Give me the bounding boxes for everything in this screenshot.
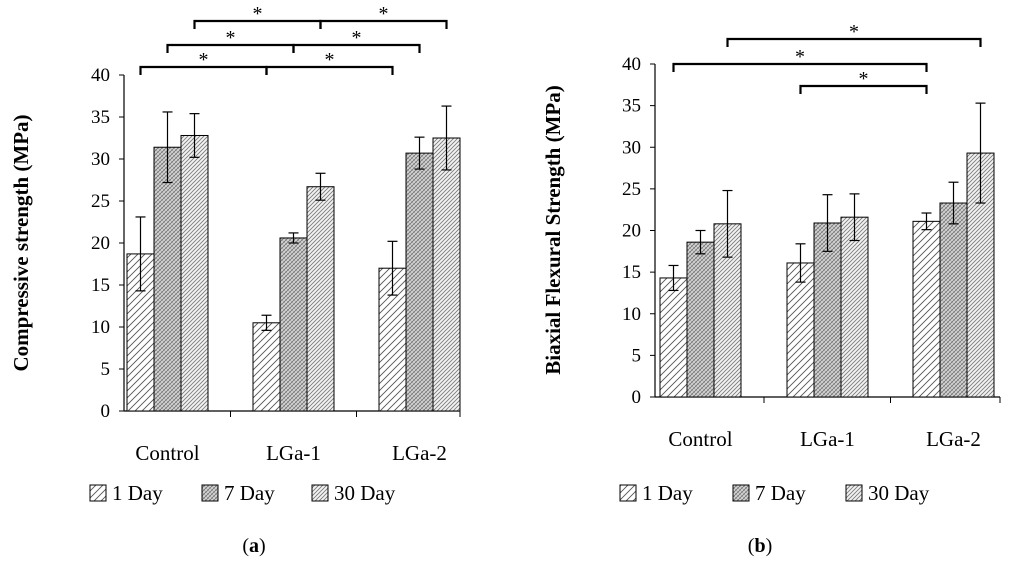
- panel-a-significance-star: *: [379, 3, 389, 25]
- panel-a-significance-bracket: [265, 65, 394, 75]
- panel-a-bar-lga-1-30-day: [306, 186, 335, 412]
- panel-a-y-tick-label: 35: [91, 107, 110, 128]
- panel-a-caption: (a): [242, 535, 265, 557]
- panel-b-legend-label: 30 Day: [868, 481, 930, 505]
- panel-b-significance-bracket: [726, 37, 982, 47]
- panel-a-significance-bracket: [292, 43, 421, 53]
- panel-a-category-label: Control: [135, 441, 199, 465]
- panel-a-legend-swatch: [201, 484, 219, 502]
- panel-b-significance-star: *: [795, 46, 805, 68]
- panel-b-y-tick-label: 5: [632, 345, 642, 366]
- panel-a-bars: [126, 105, 461, 412]
- panel-a-significance: * * * * * *: [139, 3, 448, 75]
- panel-a-y-tick-label: 20: [91, 233, 110, 254]
- panel-b-bars: [659, 102, 995, 398]
- panel-a-bar-lga-1-1-day: [252, 322, 281, 412]
- panel-b-significance-bracket: [799, 84, 928, 94]
- panel-b-bar-control-7-day: [686, 241, 715, 398]
- panel-a-letter: a: [249, 535, 259, 557]
- panel-a-axes: 0 5 10 15 20 25 30 35 40 Control LGa-1 LGa-2: [91, 65, 461, 465]
- panel-a-y-tick-label: 10: [91, 317, 110, 338]
- panel-a-significance-bracket: [319, 19, 448, 29]
- panel-b-legend: 1 Day 7 Day 30 Day: [619, 481, 930, 505]
- panel-b-legend-label: 1 Day: [642, 481, 693, 505]
- panel-a-chart: Compressive strength (MPa) 0 5 10 15 20 25 30 3…: [9, 3, 461, 557]
- panel-a-y-axis-label: Compressive strength (MPa): [9, 114, 33, 371]
- panel-b-letter: b: [754, 535, 765, 557]
- panel-b-bar-lga-1-7-day: [813, 222, 842, 398]
- panel-a-bar-lga-2-7-day: [405, 152, 434, 412]
- panel-b-y-tick-label: 10: [622, 304, 641, 325]
- panel-b-chart: Biaxial Flexural Strength (MPa) 0 5 10 15 20…: [541, 21, 1001, 557]
- panel-b-legend-swatch: [845, 484, 863, 502]
- panel-a-significance-star: *: [226, 27, 236, 49]
- panel-a-y-tick-label: 15: [91, 275, 110, 296]
- panel-b-legend-label: 7 Day: [755, 481, 806, 505]
- panel-a-bar-lga-2-30-day: [432, 137, 461, 412]
- panel-a-y-tick-label: 25: [91, 191, 110, 212]
- panel-a-y-tick-label: 40: [91, 65, 110, 86]
- panel-b-bar-lga-2-7-day: [939, 202, 968, 398]
- panel-b-significance-star: *: [859, 68, 869, 90]
- panel-b-significance-star: *: [849, 21, 859, 43]
- panel-b-significance-bracket: [672, 62, 928, 72]
- panel-a-category-label: LGa-1: [266, 441, 321, 465]
- panel-b-axes: 0 5 10 15 20 25 30 35 40 Control LGa-1 LGa-2: [622, 54, 1001, 451]
- panel-a-significance-star: *: [325, 49, 335, 71]
- panel-a-significance-star: *: [352, 27, 362, 49]
- panel-b-legend-swatch: [732, 484, 750, 502]
- panel-a-legend-label: 1 Day: [112, 481, 163, 505]
- panel-b-y-tick-label: 0: [632, 387, 642, 408]
- panel-b-category-label: LGa-1: [800, 427, 855, 451]
- panel-b-category-label: Control: [668, 427, 732, 451]
- panel-b-y-tick-label: 25: [622, 179, 641, 200]
- panel-a-significance-star: *: [253, 3, 263, 25]
- panel-b-y-tick-label: 15: [622, 262, 641, 283]
- panel-b-y-tick-label: 20: [622, 221, 641, 242]
- panel-a-legend-label: 30 Day: [334, 481, 396, 505]
- panel-b-caption: (b): [748, 535, 772, 557]
- panel-a-category-label: LGa-2: [392, 441, 447, 465]
- panel-a-y-tick-label: 0: [101, 401, 111, 422]
- panel-a-bar-lga-1-7-day: [279, 237, 308, 412]
- panel-a-legend-label: 7 Day: [224, 481, 275, 505]
- panel-b-category-label: LGa-2: [926, 427, 981, 451]
- panel-b-y-axis-label: Biaxial Flexural Strength (MPa): [541, 85, 565, 375]
- panel-b-legend-swatch: [619, 484, 637, 502]
- panel-b-y-tick-label: 40: [622, 54, 641, 75]
- panel-a-legend-swatch: [311, 484, 329, 502]
- panel-a-bar-control-7-day: [153, 146, 182, 412]
- panel-b-y-tick-label: 35: [622, 96, 641, 117]
- panel-a-significance-star: *: [199, 49, 209, 71]
- panel-a-y-tick-label: 5: [101, 359, 111, 380]
- panel-a-legend: 1 Day 7 Day 30 Day: [89, 481, 396, 505]
- panel-b-bar-lga-1-30-day: [840, 216, 869, 398]
- panel-b-bar-lga-2-1-day: [912, 220, 941, 398]
- panel-b-y-tick-label: 30: [622, 137, 641, 158]
- panel-b-bar-lga-1-1-day: [786, 262, 815, 398]
- panel-b-bar-control-1-day: [659, 277, 688, 398]
- panel-a-bar-control-30-day: [180, 134, 209, 412]
- panel-a-legend-swatch: [89, 484, 107, 502]
- panel-b-significance: * * *: [672, 21, 982, 94]
- panel-a-y-tick-label: 30: [91, 149, 110, 170]
